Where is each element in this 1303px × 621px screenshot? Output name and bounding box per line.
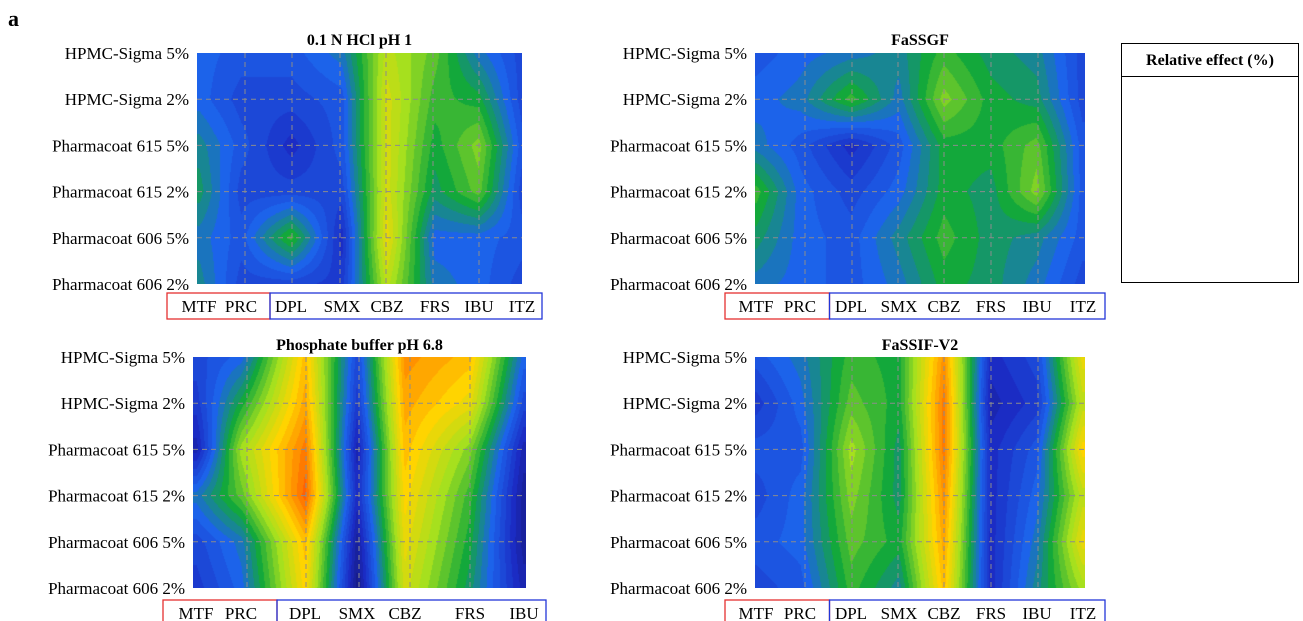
column-label-mtf: MTF (179, 604, 214, 621)
row-label-hpmc-sigma-5: HPMC-Sigma 5% (61, 348, 185, 367)
column-label-mtf: MTF (739, 604, 774, 621)
column-label-itz: ITZ (1070, 604, 1096, 621)
panel-title-phosphate-buffer-ph-6-8: Phosphate buffer pH 6.8 (276, 337, 443, 354)
row-label-pharmacoat-615-2: Pharmacoat 615 2% (610, 487, 747, 506)
row-label-hpmc-sigma-2: HPMC-Sigma 2% (623, 394, 747, 413)
column-label-dpl: DPL (275, 297, 307, 316)
column-label-frs: FRS (420, 297, 450, 316)
row-label-pharmacoat-615-5: Pharmacoat 615 5% (48, 440, 185, 459)
row-label-pharmacoat-615-5: Pharmacoat 615 5% (610, 136, 747, 155)
column-label-cbz: CBZ (388, 604, 421, 621)
column-group-box-blue (828, 599, 1106, 621)
row-label-pharmacoat-606-5: Pharmacoat 606 5% (610, 229, 747, 248)
column-label-smx: SMX (339, 604, 376, 621)
column-label-dpl: DPL (835, 297, 867, 316)
row-label-pharmacoat-606-5: Pharmacoat 606 5% (52, 229, 189, 248)
legend-title: Relative effect (%) (1121, 43, 1299, 77)
column-label-ibu: IBU (1022, 604, 1051, 621)
row-label-hpmc-sigma-5: HPMC-Sigma 5% (623, 44, 747, 63)
row-label-hpmc-sigma-5: HPMC-Sigma 5% (623, 348, 747, 367)
row-label-pharmacoat-615-5: Pharmacoat 615 5% (610, 440, 747, 459)
column-label-dpl: DPL (289, 604, 321, 621)
row-label-pharmacoat-615-2: Pharmacoat 615 2% (52, 183, 189, 202)
column-label-frs: FRS (976, 297, 1006, 316)
column-label-prc: PRC (784, 297, 816, 316)
column-group-box-blue (269, 292, 543, 320)
row-label-pharmacoat-606-2: Pharmacoat 606 2% (48, 579, 185, 598)
column-label-frs: FRS (455, 604, 485, 621)
row-label-pharmacoat-615-2: Pharmacoat 615 2% (48, 487, 185, 506)
column-label-smx: SMX (881, 604, 918, 621)
row-label-hpmc-sigma-5: HPMC-Sigma 5% (65, 44, 189, 63)
column-label-itz: ITZ (1070, 297, 1096, 316)
column-group-box-blue (828, 292, 1106, 320)
column-label-smx: SMX (324, 297, 361, 316)
panel-label: a (8, 6, 19, 31)
column-label-prc: PRC (225, 604, 257, 621)
column-label-dpl: DPL (835, 604, 867, 621)
row-label-hpmc-sigma-2: HPMC-Sigma 2% (61, 394, 185, 413)
column-label-cbz: CBZ (927, 297, 960, 316)
column-label-prc: PRC (225, 297, 257, 316)
row-label-pharmacoat-606-2: Pharmacoat 606 2% (52, 275, 189, 294)
row-label-pharmacoat-615-5: Pharmacoat 615 5% (52, 136, 189, 155)
row-label-hpmc-sigma-2: HPMC-Sigma 2% (65, 90, 189, 109)
row-label-pharmacoat-615-2: Pharmacoat 615 2% (610, 183, 747, 202)
column-label-mtf: MTF (739, 297, 774, 316)
column-group-box-blue (276, 599, 547, 621)
row-label-pharmacoat-606-5: Pharmacoat 606 5% (610, 533, 747, 552)
column-label-prc: PRC (784, 604, 816, 621)
heatmap-0-1-n-hcl-ph-1 (197, 53, 522, 284)
row-label-pharmacoat-606-5: Pharmacoat 606 5% (48, 533, 185, 552)
column-label-ibu: IBU (464, 297, 493, 316)
heatmap-phosphate-buffer-ph-6-8 (193, 357, 526, 588)
column-label-cbz: CBZ (370, 297, 403, 316)
column-label-smx: SMX (881, 297, 918, 316)
column-label-ibu: IBU (1022, 297, 1051, 316)
panel-title-0-1-n-hcl-ph-1: 0.1 N HCl pH 1 (307, 32, 412, 49)
panel-title-fassgf: FaSSGF (891, 32, 949, 49)
heatmap-fassgf (755, 53, 1085, 284)
column-label-ibu: IBU (509, 604, 538, 621)
row-label-pharmacoat-606-2: Pharmacoat 606 2% (610, 275, 747, 294)
column-label-itz: ITZ (509, 297, 535, 316)
legend (1121, 43, 1299, 283)
column-label-cbz: CBZ (927, 604, 960, 621)
row-label-pharmacoat-606-2: Pharmacoat 606 2% (610, 579, 747, 598)
heatmap-fassif-v2 (755, 357, 1085, 588)
row-label-hpmc-sigma-2: HPMC-Sigma 2% (623, 90, 747, 109)
panel-title-fassif-v2: FaSSIF-V2 (882, 337, 958, 354)
column-label-frs: FRS (976, 604, 1006, 621)
column-label-mtf: MTF (182, 297, 217, 316)
